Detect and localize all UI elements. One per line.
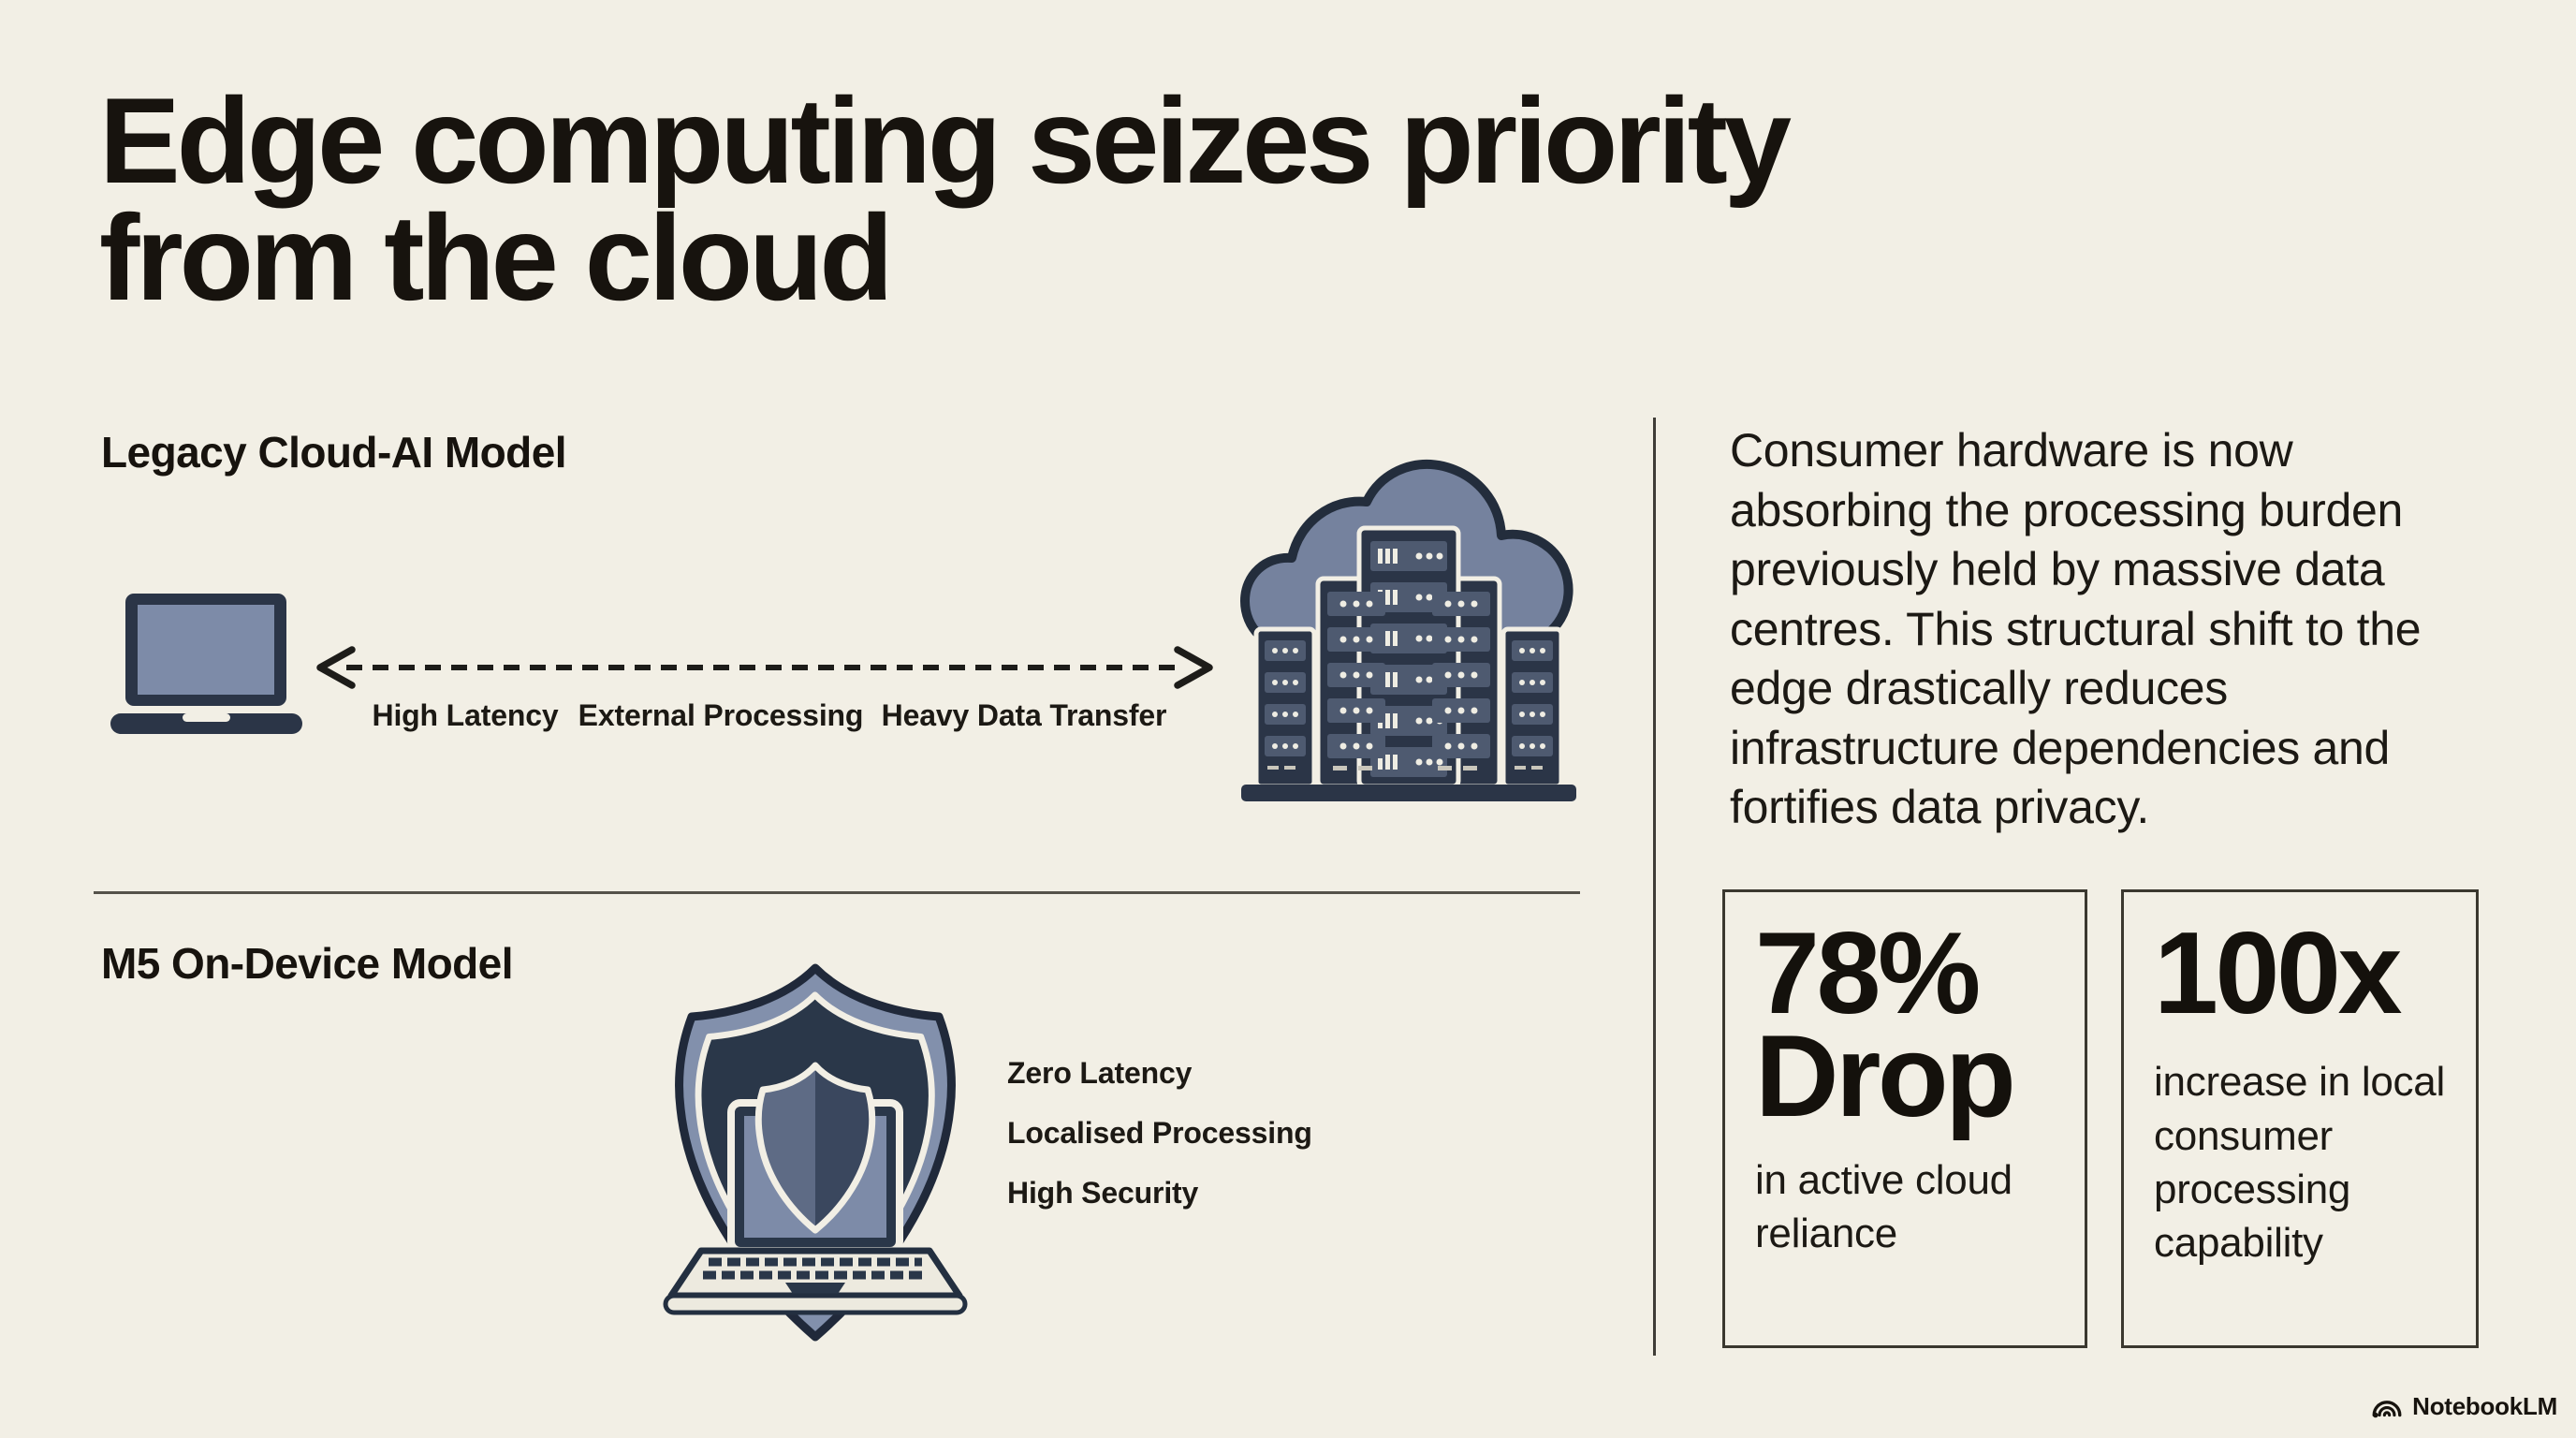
stat-caption: in active cloud reliance xyxy=(1755,1156,2012,1256)
shield-laptop-icon xyxy=(663,963,968,1342)
vertical-divider xyxy=(1653,418,1656,1356)
legacy-section-heading: Legacy Cloud-AI Model xyxy=(101,428,567,477)
brand-name: NotebookLM xyxy=(2412,1392,2557,1420)
benefit-label-zero-latency: Zero Latency xyxy=(1007,1056,1193,1090)
stat-box-cloud-reliance: 78% Drop in active cloud reliance xyxy=(1722,889,2087,1348)
arrow-label-external-processing: External Processing xyxy=(578,698,864,732)
title-line-2: from the cloud xyxy=(99,188,894,326)
on-device-section-heading: M5 On-Device Model xyxy=(101,939,513,988)
arrow-label-heavy-data-transfer: Heavy Data Transfer xyxy=(881,698,1167,732)
stat-value: 78% Drop xyxy=(1755,909,2070,1142)
benefit-label-localised-processing: Localised Processing xyxy=(1007,1116,1312,1150)
summary-paragraph: Consumer hardware is now absorbing the p… xyxy=(1730,424,2422,833)
title-line-1: Edge computing seizes priority xyxy=(99,72,1792,209)
cloud-datacenter-icon xyxy=(1240,459,1576,801)
arrow-label-high-latency: High Latency xyxy=(372,698,559,732)
notebooklm-icon xyxy=(2372,1401,2402,1418)
footer-brand: NotebookLM xyxy=(2370,1391,2557,1421)
double-arrow-icon xyxy=(316,646,1213,689)
stat-value-line-2: Drop xyxy=(1755,1012,2016,1142)
horizontal-divider xyxy=(94,891,1580,894)
stat-value-line-1: 100x xyxy=(2154,909,2402,1038)
benefit-label-high-security: High Security xyxy=(1007,1176,1199,1210)
stat-value-line-1: 78% xyxy=(1755,909,1981,1038)
page-title: Edge computing seizes priority from the … xyxy=(99,72,1792,326)
laptop-icon xyxy=(110,594,302,734)
stat-caption: increase in local consumer processing ca… xyxy=(2154,1059,2446,1266)
stat-value: 100x xyxy=(2154,909,2461,1038)
stat-box-local-processing: 100x increase in local consumer processi… xyxy=(2121,889,2479,1348)
